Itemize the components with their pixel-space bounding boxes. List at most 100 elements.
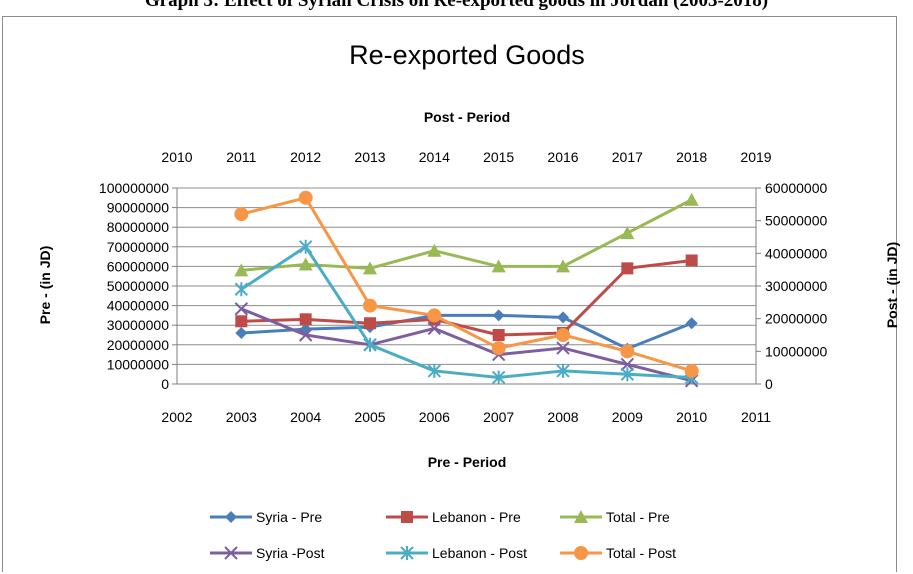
data-point bbox=[556, 259, 570, 273]
bottom-x-tick-label: 2002 bbox=[161, 409, 192, 425]
data-point bbox=[234, 207, 249, 222]
legend-item: Total - Pre bbox=[560, 509, 670, 525]
left-y-tick-label: 90000000 bbox=[107, 200, 170, 216]
data-point bbox=[557, 311, 569, 324]
right-y-tick-label: 20000000 bbox=[765, 311, 828, 327]
bottom-x-tick-label: 2010 bbox=[676, 409, 707, 425]
data-point bbox=[685, 317, 698, 330]
legend: Syria - Pre Lebanon - Pre Total - Pre Syria… bbox=[210, 509, 676, 561]
right-y-tick-label: 50000000 bbox=[765, 213, 828, 229]
legend-marker bbox=[225, 511, 237, 523]
right-axis-title: Post - (in JD) bbox=[884, 242, 900, 328]
tick-labels: 0 10000000 20000000 30000000 40000000 5000000… bbox=[99, 149, 828, 425]
legend-label: Lebanon - Post bbox=[432, 545, 527, 561]
data-point bbox=[427, 363, 442, 378]
legend-label: Total - Post bbox=[606, 545, 676, 561]
data-point bbox=[556, 328, 570, 342]
series-4 bbox=[234, 239, 699, 385]
data-point bbox=[684, 192, 699, 206]
data-point bbox=[234, 302, 249, 316]
top-x-tick-label: 2014 bbox=[419, 149, 450, 165]
data-point bbox=[427, 321, 442, 336]
data-point bbox=[299, 313, 312, 326]
top-x-tick-label: 2013 bbox=[354, 149, 385, 165]
left-y-tick-label: 40000000 bbox=[107, 298, 170, 314]
chart-title: Re-exported Goods bbox=[349, 40, 585, 70]
figure-caption: Graph 3: Effect of Syrian Crisis on Re-e… bbox=[144, 0, 769, 11]
series-line bbox=[240, 245, 692, 379]
series-line bbox=[240, 196, 693, 373]
data-point bbox=[363, 298, 377, 313]
bottom-x-tick-label: 2003 bbox=[226, 409, 257, 425]
left-y-tick-label: 20000000 bbox=[107, 337, 170, 353]
data-point bbox=[684, 363, 699, 378]
legend-marker bbox=[401, 511, 413, 523]
data-point bbox=[363, 337, 377, 352]
left-axis-title: Pre - (in JD) bbox=[37, 246, 53, 325]
top-x-tick-label: 2010 bbox=[161, 149, 192, 165]
data-point bbox=[620, 357, 635, 372]
data-point bbox=[298, 239, 313, 254]
bottom-x-tick-label: 2006 bbox=[419, 409, 450, 425]
left-y-tick-label: 60000000 bbox=[107, 258, 170, 274]
data-point bbox=[298, 328, 313, 342]
legend-item: Total - Post bbox=[560, 545, 676, 561]
series-1 bbox=[235, 254, 698, 341]
top-x-tick-label: 2017 bbox=[612, 149, 643, 165]
data-point bbox=[491, 370, 506, 385]
legend-label: Total - Pre bbox=[606, 509, 670, 525]
data-point bbox=[491, 259, 506, 273]
data-point bbox=[620, 226, 635, 240]
legend-item: Syria -Post bbox=[210, 545, 325, 561]
data-point bbox=[427, 308, 442, 323]
data-point bbox=[492, 329, 505, 341]
right-y-tick-label: 40000000 bbox=[765, 245, 828, 261]
bottom-axis-title: Pre - Period bbox=[428, 454, 507, 470]
right-y-tick-label: 0 bbox=[765, 376, 773, 392]
legend-marker bbox=[224, 546, 238, 560]
series-3 bbox=[234, 302, 699, 388]
bottom-x-tick-label: 2007 bbox=[483, 409, 514, 425]
top-x-tick-label: 2019 bbox=[740, 149, 771, 165]
series-lines bbox=[234, 190, 699, 388]
right-y-tick-label: 60000000 bbox=[765, 180, 828, 196]
data-point bbox=[685, 254, 698, 267]
left-y-tick-label: 0 bbox=[161, 376, 169, 392]
legend-item: Syria - Pre bbox=[210, 509, 322, 525]
left-y-tick-label: 30000000 bbox=[107, 317, 170, 333]
data-point bbox=[492, 309, 505, 322]
data-point bbox=[363, 261, 377, 275]
legend-marker bbox=[400, 546, 414, 560]
top-axis-title: Post - Period bbox=[424, 109, 510, 125]
top-x-tick-label: 2012 bbox=[290, 149, 321, 165]
series-line bbox=[241, 259, 692, 337]
data-point bbox=[620, 344, 635, 359]
top-x-tick-label: 2016 bbox=[547, 149, 578, 165]
legend-label: Lebanon - Pre bbox=[432, 509, 521, 525]
data-point bbox=[298, 257, 313, 271]
data-point bbox=[620, 367, 635, 382]
series-line bbox=[240, 307, 693, 383]
bottom-x-tick-label: 2011 bbox=[741, 409, 771, 425]
data-point bbox=[556, 363, 570, 378]
data-point bbox=[234, 282, 249, 297]
top-x-tick-label: 2015 bbox=[483, 149, 514, 165]
gridlines bbox=[172, 187, 761, 385]
left-y-tick-label: 10000000 bbox=[107, 356, 170, 372]
top-x-tick-label: 2018 bbox=[676, 149, 707, 165]
legend-marker bbox=[574, 510, 588, 523]
legend-item: Lebanon - Post bbox=[386, 545, 527, 561]
data-point bbox=[235, 327, 248, 340]
data-point bbox=[491, 341, 506, 356]
data-point bbox=[556, 341, 570, 355]
bottom-x-tick-label: 2009 bbox=[612, 409, 643, 425]
data-point bbox=[234, 263, 249, 277]
data-point bbox=[298, 190, 313, 205]
data-point bbox=[427, 243, 442, 257]
series-5 bbox=[234, 190, 699, 378]
chart-frame bbox=[2, 16, 897, 572]
data-point bbox=[621, 262, 634, 275]
legend-marker bbox=[574, 546, 588, 560]
top-x-tick-label: 2011 bbox=[226, 149, 256, 165]
